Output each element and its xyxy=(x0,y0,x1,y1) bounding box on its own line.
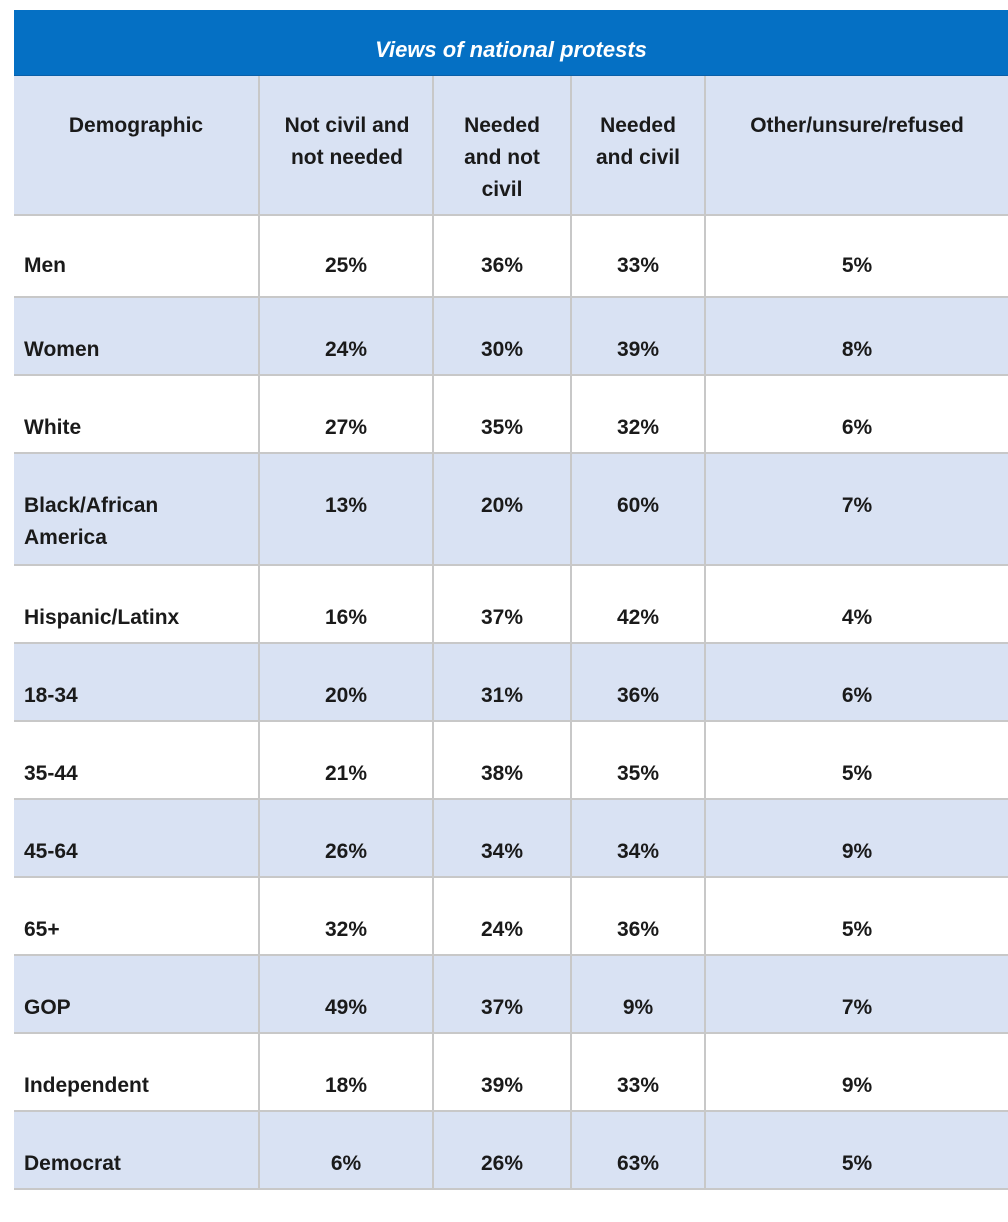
table-cell: 26% xyxy=(258,798,434,878)
table-row: 45-64 26% 34% 34% 9% xyxy=(14,798,1008,878)
table-cell: 5% xyxy=(704,1110,1008,1190)
table-cell: 33% xyxy=(570,214,706,298)
row-label: Men xyxy=(14,214,260,298)
column-header: Needed and civil xyxy=(570,76,706,216)
table-cell: 33% xyxy=(570,1032,706,1112)
table-cell: 9% xyxy=(704,798,1008,878)
table-cell: 32% xyxy=(258,876,434,956)
table-cell: 36% xyxy=(570,642,706,722)
table-cell: 60% xyxy=(570,452,706,566)
table-cell: 32% xyxy=(570,374,706,454)
table-cell: 34% xyxy=(570,798,706,878)
column-header: Not civil and not needed xyxy=(258,76,434,216)
header-row: Demographic Not civil and not needed Nee… xyxy=(14,76,1008,216)
table-cell: 6% xyxy=(258,1110,434,1190)
column-header: Demographic xyxy=(14,76,260,216)
column-header: Other/unsure/refused xyxy=(704,76,1008,216)
table-cell: 13% xyxy=(258,452,434,566)
table-cell: 49% xyxy=(258,954,434,1034)
table-row: Black/African America 13% 20% 60% 7% xyxy=(14,452,1008,566)
table-cell: 39% xyxy=(432,1032,572,1112)
table-container: Views of national protests Demographic N… xyxy=(14,10,1008,1190)
table-cell: 24% xyxy=(258,296,434,376)
table-cell: 30% xyxy=(432,296,572,376)
table-row: Men 25% 36% 33% 5% xyxy=(14,214,1008,298)
table-row: 65+ 32% 24% 36% 5% xyxy=(14,876,1008,956)
row-label: 65+ xyxy=(14,876,260,956)
table-cell: 37% xyxy=(432,954,572,1034)
row-label: Black/African America xyxy=(14,452,260,566)
table-body: Men 25% 36% 33% 5% Women 24% 30% 39% 8% White 27% 35… xyxy=(14,214,1008,1190)
table-cell: 5% xyxy=(704,720,1008,800)
table-row: Democrat 6% 26% 63% 5% xyxy=(14,1110,1008,1190)
table-cell: 27% xyxy=(258,374,434,454)
table-cell: 7% xyxy=(704,954,1008,1034)
row-label: 35-44 xyxy=(14,720,260,800)
table-cell: 6% xyxy=(704,374,1008,454)
table-row: White 27% 35% 32% 6% xyxy=(14,374,1008,454)
table-cell: 42% xyxy=(570,564,706,644)
table-cell: 7% xyxy=(704,452,1008,566)
row-label: GOP xyxy=(14,954,260,1034)
table-row: Hispanic/Latinx 16% 37% 42% 4% xyxy=(14,564,1008,644)
table-cell: 39% xyxy=(570,296,706,376)
row-label: Independent xyxy=(14,1032,260,1112)
table-cell: 34% xyxy=(432,798,572,878)
row-label: Women xyxy=(14,296,260,376)
table-cell: 21% xyxy=(258,720,434,800)
table-cell: 35% xyxy=(432,374,572,454)
table-cell: 36% xyxy=(432,214,572,298)
table-cell: 5% xyxy=(704,876,1008,956)
table-cell: 37% xyxy=(432,564,572,644)
column-header: Needed and not civil xyxy=(432,76,572,216)
row-label: White xyxy=(14,374,260,454)
table-cell: 20% xyxy=(432,452,572,566)
table-title: Views of national protests xyxy=(14,10,1008,76)
table-row: GOP 49% 37% 9% 7% xyxy=(14,954,1008,1034)
table-cell: 9% xyxy=(704,1032,1008,1112)
table-cell: 4% xyxy=(704,564,1008,644)
table-cell: 9% xyxy=(570,954,706,1034)
table-cell: 20% xyxy=(258,642,434,722)
table-row: Women 24% 30% 39% 8% xyxy=(14,296,1008,376)
row-label: Democrat xyxy=(14,1110,260,1190)
table-cell: 24% xyxy=(432,876,572,956)
table-cell: 5% xyxy=(704,214,1008,298)
table-cell: 8% xyxy=(704,296,1008,376)
table-cell: 16% xyxy=(258,564,434,644)
table-row: 35-44 21% 38% 35% 5% xyxy=(14,720,1008,800)
row-label: Hispanic/Latinx xyxy=(14,564,260,644)
table-cell: 26% xyxy=(432,1110,572,1190)
table-cell: 35% xyxy=(570,720,706,800)
row-label: 18-34 xyxy=(14,642,260,722)
table-row: Independent 18% 39% 33% 9% xyxy=(14,1032,1008,1112)
table-cell: 63% xyxy=(570,1110,706,1190)
table-cell: 25% xyxy=(258,214,434,298)
table-cell: 38% xyxy=(432,720,572,800)
table-cell: 18% xyxy=(258,1032,434,1112)
protest-views-table: Demographic Not civil and not needed Nee… xyxy=(14,76,1008,1190)
table-row: 18-34 20% 31% 36% 6% xyxy=(14,642,1008,722)
table-cell: 31% xyxy=(432,642,572,722)
row-label: 45-64 xyxy=(14,798,260,878)
table-cell: 6% xyxy=(704,642,1008,722)
table-cell: 36% xyxy=(570,876,706,956)
